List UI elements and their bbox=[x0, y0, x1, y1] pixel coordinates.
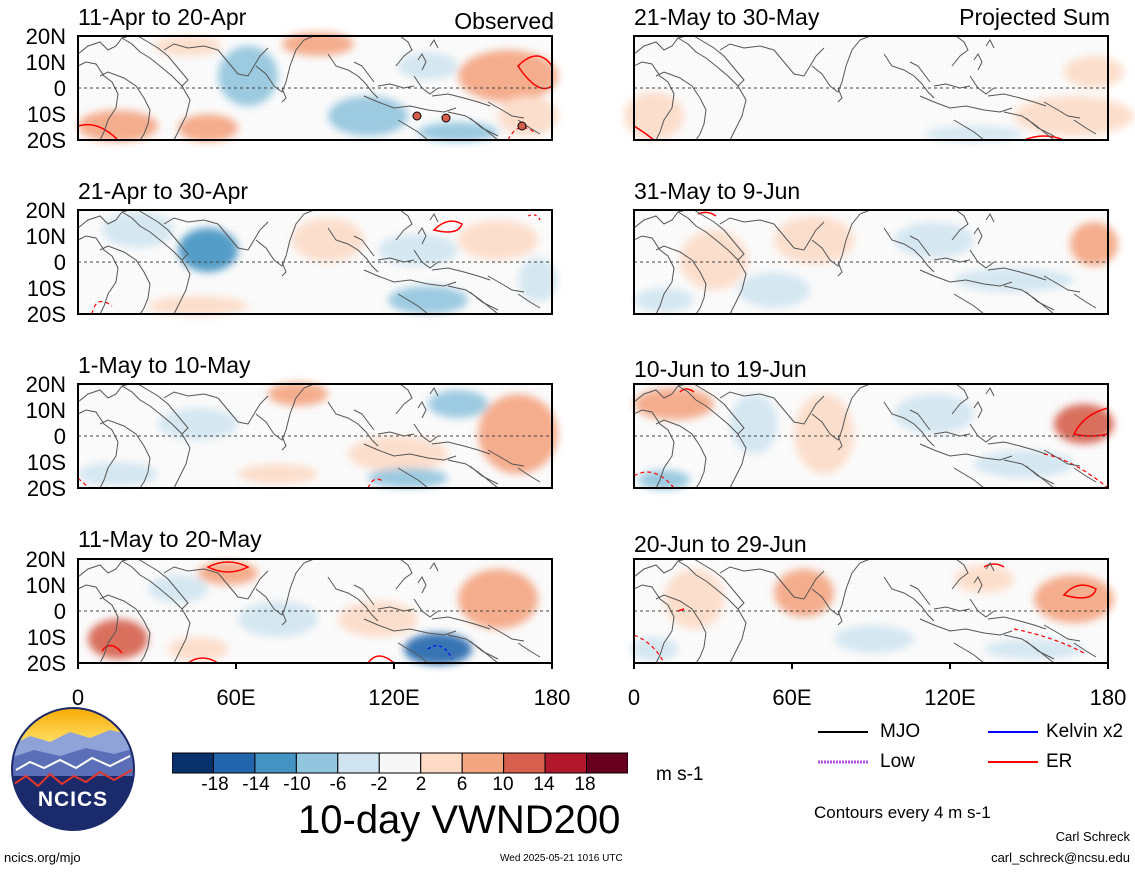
panel-observed-1 bbox=[77, 32, 558, 142]
colorbar-swatch bbox=[254, 752, 297, 774]
projected-label: Projected Sum bbox=[959, 4, 1110, 30]
lon-label: 120E bbox=[368, 685, 420, 710]
lat-label: 10S bbox=[26, 276, 66, 301]
colorbar-swatch bbox=[337, 752, 380, 774]
colorbar-units: m s-1 bbox=[656, 764, 704, 785]
observed-label: Observed bbox=[454, 8, 554, 34]
colorbar-swatch bbox=[461, 752, 505, 774]
lat-label: 20S bbox=[26, 302, 66, 327]
panel-projected-4 bbox=[630, 558, 1114, 664]
legend-kelvin-label: Kelvin x2 bbox=[1046, 721, 1124, 742]
colorbar-tick: -14 bbox=[242, 774, 270, 795]
lat-label: 0 bbox=[53, 599, 66, 624]
lat-label: 20S bbox=[26, 651, 66, 676]
panel-projected-1 bbox=[624, 35, 1134, 142]
contours-note: Contours every 4 m s-1 bbox=[814, 803, 991, 822]
lon-label: 0 bbox=[627, 685, 641, 710]
footer-timestamp: Wed 2025-05-21 1016 UTC bbox=[500, 853, 623, 864]
panel-title: 11-May to 20-May bbox=[78, 526, 262, 552]
panel-title: 11-Apr to 20-Apr bbox=[78, 4, 247, 30]
lat-label: 10S bbox=[26, 102, 66, 127]
colorbar-swatch bbox=[503, 752, 546, 774]
footer-author: Carl Schreck bbox=[1055, 829, 1130, 844]
lon-label: 0 bbox=[71, 685, 85, 710]
lat-label: 20S bbox=[26, 128, 66, 153]
lat-label: 10N bbox=[25, 573, 66, 598]
colorbar-swatch bbox=[586, 752, 628, 774]
lat-label: 10N bbox=[25, 398, 66, 423]
logo-text: NCICS bbox=[37, 788, 109, 811]
colorbar-tick: -6 bbox=[329, 774, 347, 795]
footer-url[interactable]: ncics.org/mjo bbox=[4, 850, 81, 865]
main-title: 10-day VWND200 bbox=[298, 798, 621, 842]
legend-low-label: Low bbox=[880, 751, 915, 772]
lon-label: 120E bbox=[924, 685, 976, 710]
colorbar-tick: -18 bbox=[201, 774, 229, 795]
legend-mjo-label: MJO bbox=[880, 721, 921, 742]
colorbar-swatch bbox=[420, 752, 463, 774]
footer-email[interactable]: carl_schreck@ncsu.edu bbox=[991, 850, 1130, 865]
colorbar bbox=[172, 752, 628, 774]
panel-title: 10-Jun to 19-Jun bbox=[634, 356, 807, 382]
colorbar-tick: 6 bbox=[456, 774, 468, 795]
lat-label: 10S bbox=[26, 625, 66, 650]
panel-title: 20-Jun to 29-Jun bbox=[634, 531, 807, 557]
lat-label: 0 bbox=[53, 250, 66, 275]
lat-label: 0 bbox=[53, 424, 66, 449]
map-panels bbox=[77, 32, 1134, 669]
lat-label: 20N bbox=[25, 24, 66, 49]
lat-label: 20N bbox=[25, 372, 66, 397]
panel-title: 31-May to 9-Jun bbox=[634, 178, 801, 204]
lat-label: 10S bbox=[26, 450, 66, 475]
colorbar-swatch bbox=[172, 752, 214, 774]
panel-observed-3 bbox=[77, 382, 558, 489]
panel-observed-4 bbox=[77, 558, 553, 665]
colorbar-tick: 2 bbox=[415, 774, 427, 795]
colorbar-swatch bbox=[544, 752, 588, 774]
colorbar-tick: 14 bbox=[533, 774, 555, 795]
ncics-logo bbox=[11, 707, 135, 831]
panel-title: 1-May to 10-May bbox=[78, 352, 251, 378]
lon-label: 180 bbox=[1089, 685, 1127, 710]
colorbar-swatch bbox=[378, 752, 422, 774]
lon-label: 60E bbox=[772, 685, 812, 710]
lat-label: 20S bbox=[26, 476, 66, 501]
lon-label: 180 bbox=[533, 685, 571, 710]
legend-lines bbox=[818, 731, 1038, 764]
colorbar-tick: -10 bbox=[283, 774, 311, 795]
panel-observed-2 bbox=[77, 209, 558, 316]
lat-label: 0 bbox=[53, 76, 66, 101]
colorbar-tick: 18 bbox=[574, 774, 596, 795]
lat-label: 10N bbox=[25, 224, 66, 249]
colorbar-tick: -2 bbox=[370, 774, 388, 795]
panel-title: 21-May to 30-May bbox=[634, 4, 820, 30]
lon-label: 60E bbox=[216, 685, 256, 710]
colorbar-swatch bbox=[295, 752, 339, 774]
lat-label: 20N bbox=[25, 198, 66, 223]
panel-title: 21-Apr to 30-Apr bbox=[78, 178, 249, 204]
panel-projected-3 bbox=[633, 383, 1114, 490]
panel-projected-2 bbox=[633, 209, 1118, 315]
lat-label: 20N bbox=[25, 547, 66, 572]
lat-label: 10N bbox=[25, 50, 66, 75]
colorbar-swatch bbox=[212, 752, 256, 774]
legend-er-label: ER bbox=[1046, 751, 1073, 772]
colorbar-tick: 10 bbox=[492, 774, 514, 795]
